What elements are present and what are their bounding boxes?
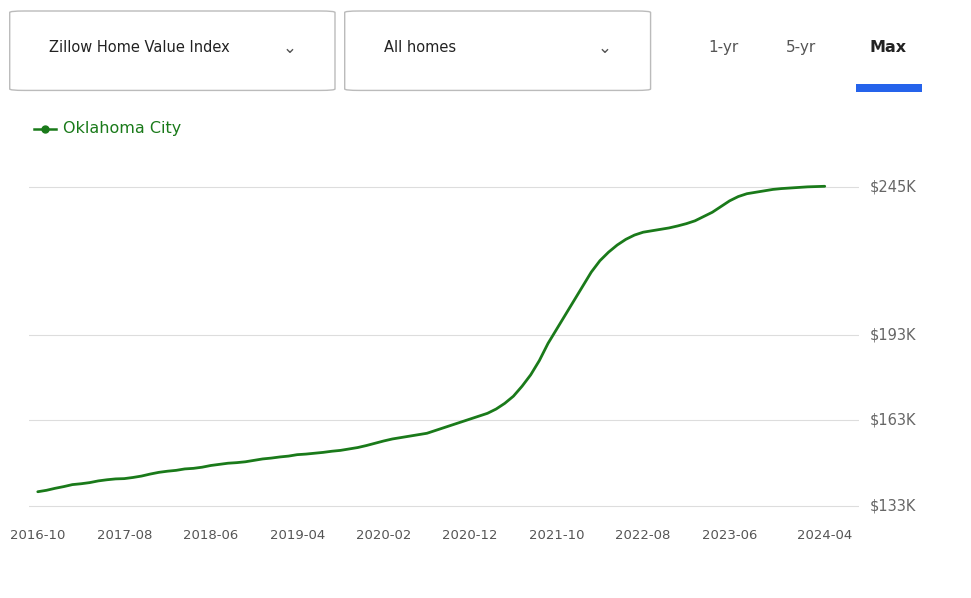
Text: $133K: $133K (869, 499, 916, 514)
Text: All homes: All homes (384, 40, 455, 56)
Text: Max: Max (870, 40, 907, 56)
Text: Zillow Home Value Index: Zillow Home Value Index (49, 40, 229, 56)
Text: $193K: $193K (869, 327, 916, 343)
FancyBboxPatch shape (10, 11, 335, 90)
FancyBboxPatch shape (345, 11, 651, 90)
Text: ⌄: ⌄ (598, 39, 612, 57)
Text: 1-yr: 1-yr (708, 40, 739, 56)
FancyBboxPatch shape (856, 84, 922, 92)
Text: ⌄: ⌄ (283, 39, 296, 57)
Text: Oklahoma City: Oklahoma City (63, 121, 182, 136)
Text: 5-yr: 5-yr (786, 40, 817, 56)
Text: $245K: $245K (869, 179, 916, 194)
Text: $163K: $163K (869, 413, 916, 428)
